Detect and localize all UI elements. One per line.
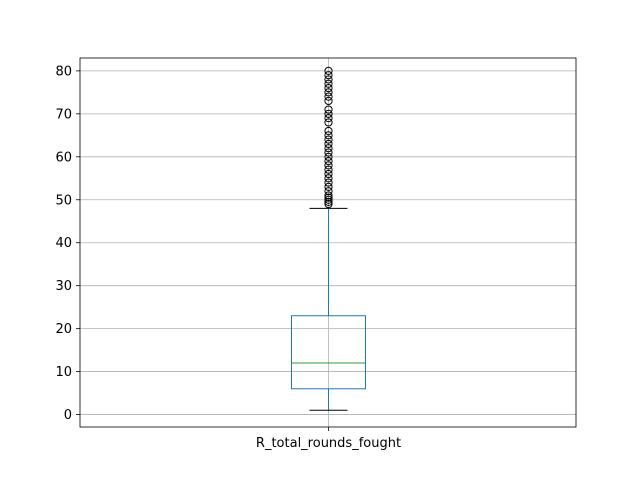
outlier-point — [324, 126, 333, 136]
y-tick-label: 20 — [55, 322, 72, 337]
axes-frame — [79, 57, 577, 428]
outlier-point — [324, 144, 333, 153]
outlier-point — [324, 105, 333, 114]
outlier-point — [324, 152, 333, 161]
outlier-point — [324, 109, 333, 118]
outlier-point — [324, 75, 333, 84]
outlier-point — [324, 156, 333, 166]
outlier-point — [324, 88, 333, 97]
outlier-point — [324, 191, 333, 200]
iqr-box — [291, 315, 366, 390]
y-tick-label: 10 — [55, 365, 72, 380]
outlier-point — [324, 195, 333, 204]
outlier-point — [324, 114, 333, 123]
outlier-point — [324, 131, 333, 140]
outlier-point — [324, 66, 333, 75]
y-tick-label: 80 — [55, 64, 72, 79]
outlier-point — [324, 182, 333, 191]
outlier-point — [324, 139, 333, 149]
y-tick-label: 40 — [55, 236, 72, 251]
y-tick-label: 60 — [55, 150, 72, 165]
y-tick-label: 70 — [55, 107, 72, 122]
outlier-point — [324, 79, 333, 88]
outlier-point — [324, 199, 333, 209]
outlier-point — [324, 161, 333, 170]
outlier-layer — [324, 66, 333, 209]
y-tick-label: 0 — [64, 408, 72, 423]
outlier-point — [324, 197, 333, 207]
outlier-point — [324, 187, 333, 196]
outlier-point — [324, 135, 333, 144]
box-layer — [291, 207, 366, 411]
axes-layer: 0 10 20 30 40 50 60 70 80 R_total_rounds_fought — [55, 57, 577, 451]
outlier-point — [324, 169, 333, 179]
y-tick-label: 30 — [55, 279, 72, 294]
outlier-point — [324, 174, 333, 183]
outlier-point — [324, 178, 333, 187]
outlier-point — [324, 193, 333, 202]
x-tick-label: R_total_rounds_fought — [256, 436, 401, 451]
outlier-point — [324, 96, 333, 106]
outlier-point — [324, 165, 333, 174]
outlier-point — [324, 92, 333, 101]
outlier-point — [324, 83, 333, 93]
outlier-point — [324, 118, 333, 127]
y-tick-label: 50 — [55, 193, 72, 208]
outlier-point — [324, 71, 333, 80]
outlier-point — [324, 148, 333, 157]
